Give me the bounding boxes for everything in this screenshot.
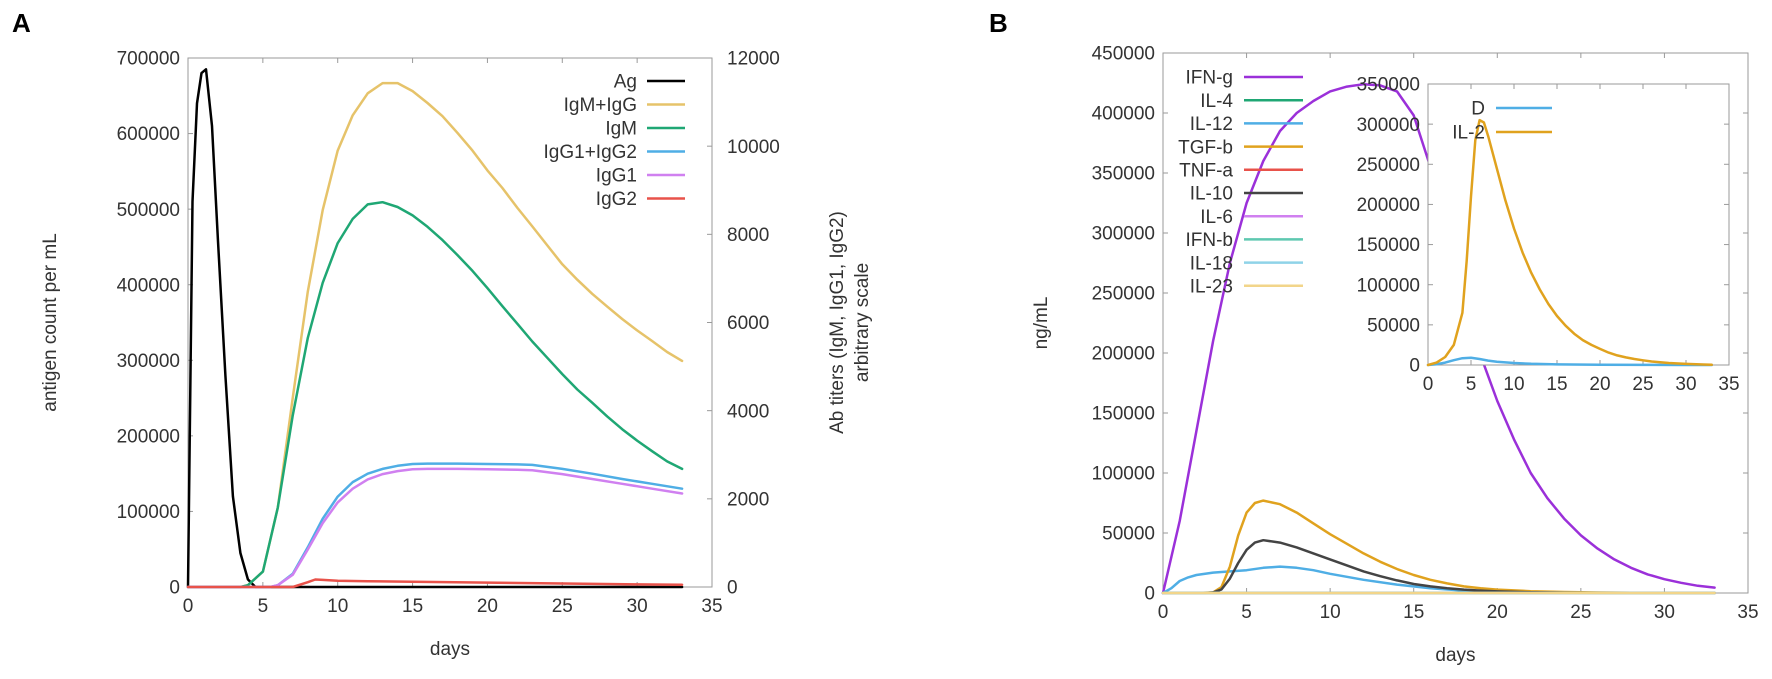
panel-a-y2tick-label: 4000 [727,401,769,422]
inset-xtick-label: 30 [1675,374,1696,395]
panel-b-ytick-label: 450000 [1092,44,1155,65]
inset-panel: 0 5 10 15 20 25 30 35 0 50000 100000 150000 200000 25… [1357,75,1740,395]
panel-b-letter: B [989,8,1008,38]
panel-a-y2tick-label: 12000 [727,49,780,70]
panel-a-series-igm-igg [186,81,684,589]
panel-a-xtick-label: 5 [258,596,269,617]
panel-a-series-igg2 [186,578,684,589]
panel-b-ytick-label: 300000 [1092,224,1155,245]
panel-a-series-igm [186,200,684,589]
panel-a-legend-label-ag: Ag [614,72,637,93]
panel-b-legend-label-ifn-g: IFN-g [1186,68,1234,89]
panel-a-ytick-label: 300000 [117,351,180,372]
inset-ytick-label: 100000 [1357,275,1420,296]
panel-a-xtick-label: 15 [402,596,423,617]
panel-a-xtick-label: 35 [701,596,722,617]
panel-b-legend-label-ifn-b: IFN-b [1186,230,1234,251]
panel-a-xtick-label: 0 [183,596,194,617]
inset-ytick-label: 300000 [1357,115,1420,136]
inset-ytick-label: 150000 [1357,235,1420,256]
inset-xtick-label: 20 [1589,374,1610,395]
panel-b-xlabel: days [1435,645,1475,666]
panel-b-xtick-label: 5 [1241,602,1252,623]
panel-a-legend-label-igg2: IgG2 [596,189,637,210]
panel-a-ytick-label: 100000 [117,502,180,523]
panel-b-xtick-label: 35 [1737,602,1758,623]
panel-b-xtick-label: 0 [1158,602,1169,623]
panel-a-ytick-label: 700000 [117,49,180,70]
inset-xtick-label: 0 [1423,374,1434,395]
panel-a-plot-frame [187,57,713,588]
panel-a-series-ag [186,68,684,589]
panel-a-legend-label-igm: IgM [605,119,637,140]
panel-b-xtick-label: 15 [1403,602,1424,623]
panel-a-series-igg1 [186,467,684,589]
panel-a-xtick-label: 30 [627,596,648,617]
panel-b-legend-label-tnf-a: TNF-a [1179,160,1233,181]
panel-a-y2tick-label: 10000 [727,137,780,158]
panel-b-ytick-label: 350000 [1092,164,1155,185]
panel-b-legend-label-il-6: IL-6 [1200,207,1233,228]
panel-a-ytick-label: 600000 [117,124,180,145]
inset-ytick-label: 350000 [1357,75,1420,96]
panel-a-legend-label-igg1-igg2: IgG1+IgG2 [544,142,637,163]
panel-b-ylabel: ng/mL [1031,297,1052,350]
inset-xtick-label: 10 [1503,374,1524,395]
panel-a-ytick-label: 200000 [117,427,180,448]
inset-legend-label-d: D [1471,99,1485,120]
panel-a-panel: 0 5 10 15 20 25 30 3501000002000003000004000005… [40,49,873,660]
inset-ytick-label: 0 [1409,356,1420,377]
panel-b-ytick-label: 250000 [1092,284,1155,305]
inset-xtick-label: 35 [1718,374,1739,395]
panel-a-y2tick-label: 6000 [727,313,769,334]
inset-series-d [1426,356,1714,367]
inset-xtick-label: 15 [1546,374,1567,395]
inset-xtick-label: 25 [1632,374,1653,395]
panel-b-ytick-label: 0 [1144,584,1155,605]
panel-a-y2tick-label: 0 [727,578,738,599]
panel-b-xtick-label: 30 [1654,602,1675,623]
inset-ytick-label: 250000 [1357,155,1420,176]
panel-b-legend-label-il-18: IL-18 [1190,253,1233,274]
panel-a-xtick-label: 10 [327,596,348,617]
inset-ytick-label: 200000 [1357,195,1420,216]
panel-b-xtick-label: 20 [1487,602,1508,623]
panel-b-ytick-label: 100000 [1092,464,1155,485]
inset-series-il-2 [1426,118,1714,367]
panel-a-y2tick-label: 8000 [727,225,769,246]
panel-b-legend-label-il-23: IL-23 [1190,276,1233,297]
panel-b-xtick-label: 10 [1320,602,1341,623]
inset-legend-label-il-2: IL-2 [1452,123,1485,144]
panel-a-letter: A [12,8,31,38]
panel-a-ylabel: antigen count per mL [40,233,61,412]
panel-a-y2tick-label: 2000 [727,489,769,510]
panel-a-legend-label-igg1: IgG1 [596,166,637,187]
panel-a-y2label-line1: Ab titers (IgM, IgG1, IgG2) [827,211,848,434]
panel-a-ytick-label: 0 [169,578,180,599]
panel-b-ytick-label: 50000 [1102,524,1155,545]
panel-b-legend-label-il-10: IL-10 [1190,184,1233,205]
inset-ytick-label: 50000 [1367,316,1420,337]
panel-a-y2label-line2: arbitrary scale [852,263,873,382]
panel-b-ytick-label: 150000 [1092,404,1155,425]
panel-b-legend-label-tgf-b: TGF-b [1178,137,1233,158]
panel-a-legend-label-igm-igg: IgM+IgG [564,95,637,116]
panel-a-ytick-label: 400000 [117,275,180,296]
panel-b-ytick-label: 400000 [1092,104,1155,125]
panel-b-legend-label-il-4: IL-4 [1200,91,1233,112]
panel-a-xtick-label: 25 [552,596,573,617]
panel-a-xlabel: days [430,639,470,660]
panel-a-ytick-label: 500000 [117,200,180,221]
panel-b-ytick-label: 200000 [1092,344,1155,365]
panel-a-xtick-label: 20 [477,596,498,617]
panel-b-xtick-label: 25 [1570,602,1591,623]
panel-b-legend-label-il-12: IL-12 [1190,114,1233,135]
inset-xtick-label: 5 [1466,374,1477,395]
